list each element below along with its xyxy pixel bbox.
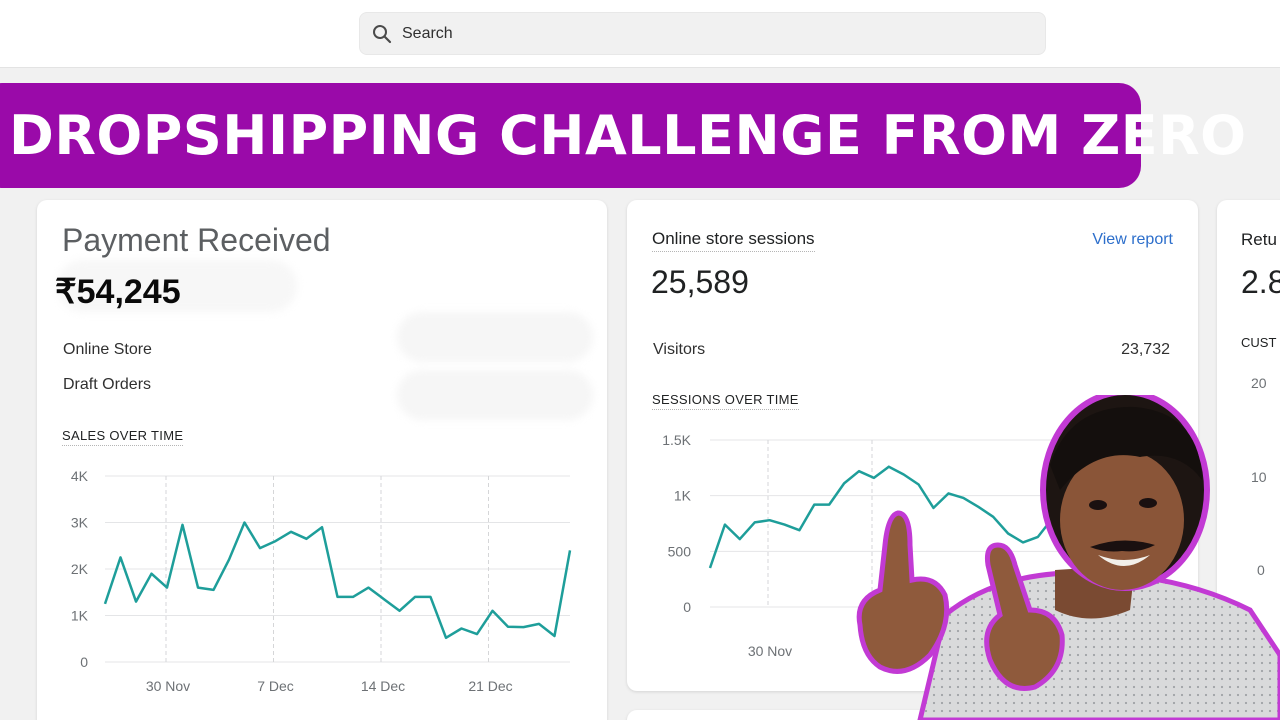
returning-chart-title: CUST [1241, 335, 1277, 350]
returning-tick-0: 0 [1257, 562, 1265, 578]
returning-value: 2.8 [1241, 264, 1280, 300]
payment-title: Payment Received [62, 222, 331, 258]
sales-chart-title: SALES OVER TIME [62, 428, 184, 446]
returning-tick-20: 20 [1251, 375, 1267, 391]
sessions-y-tick-label: 1K [674, 488, 692, 504]
sales-y-tick-label: 2K [71, 561, 89, 577]
sessions-series-line [708, 465, 1054, 569]
sales-y-tick-label: 4K [71, 468, 89, 484]
view-report-link[interactable]: View report [1092, 231, 1173, 248]
sales-y-tick-label: 3K [71, 515, 89, 531]
sessions-y-tick-label: 0 [683, 599, 691, 615]
sessions-value: 25,589 [651, 264, 749, 300]
sessions-x-tick-label: 30 Nov [748, 643, 792, 659]
sales-x-tick-label: 21 Dec [468, 678, 512, 694]
returning-tick-10: 10 [1251, 469, 1267, 485]
sales-y-tick-label: 0 [80, 654, 88, 670]
sessions-chart-title: SESSIONS OVER TIME [652, 392, 799, 410]
lower-card [627, 710, 1198, 720]
search-icon [373, 24, 392, 43]
search-input[interactable]: Search [359, 12, 1046, 55]
payment-blur-3 [397, 370, 593, 420]
sessions-title: Online store sessions [652, 229, 815, 252]
top-bar: Search [0, 0, 1280, 68]
visitors-value: 23,732 [1121, 341, 1170, 358]
sales-over-time-chart: 4K 3K 2K 1K 0 30 Nov 7 Dec 14 Dec 21 Dec [71, 468, 572, 694]
visitors-label: Visitors [653, 341, 706, 358]
online-store-row: Online Store [63, 341, 152, 358]
sales-x-tick-label: 14 Dec [361, 678, 405, 694]
title-banner: DROPSHIPPING CHALLENGE FROM ZERO [0, 83, 1246, 188]
sessions-y-tick-label: 500 [668, 543, 692, 559]
search-placeholder: Search [402, 24, 453, 42]
draft-orders-row: Draft Orders [63, 376, 152, 393]
sales-series-line [103, 521, 572, 640]
payment-blur-1 [57, 260, 297, 312]
sales-y-tick-label: 1K [71, 608, 89, 624]
payment-blur-2 [397, 312, 593, 362]
returning-title: Retu [1241, 230, 1277, 249]
sales-x-tick-label: 7 Dec [257, 678, 294, 694]
banner-title: DROPSHIPPING CHALLENGE FROM ZERO [9, 104, 1247, 167]
payment-received-card: Payment Received ₹54,245 Online Store Dr… [37, 200, 607, 720]
presenter-image [856, 395, 1280, 720]
sales-x-tick-label: 30 Nov [146, 678, 190, 694]
payment-amount: ₹54,245 [55, 273, 181, 311]
sessions-y-tick-label: 1.5K [662, 432, 691, 448]
